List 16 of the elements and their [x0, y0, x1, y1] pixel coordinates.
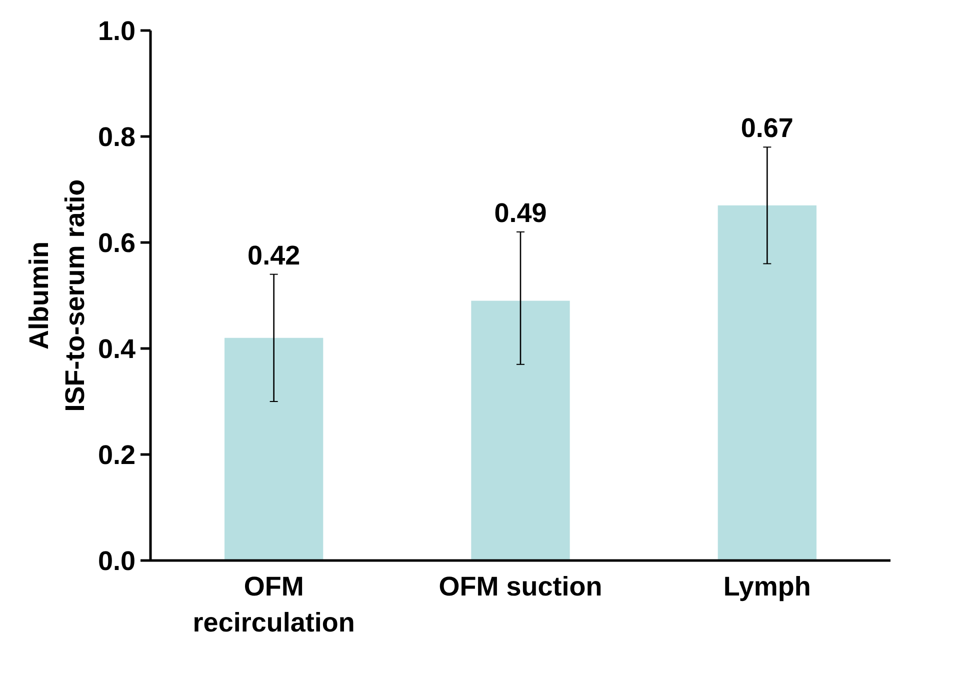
bar	[471, 300, 570, 560]
y-tick-label: 0.2	[98, 440, 136, 470]
x-tick-label: Lymph	[723, 572, 811, 602]
data-label: 0.49	[494, 198, 547, 228]
y-tick-label: 1.0	[98, 16, 136, 46]
y-tick-label: 0.4	[98, 334, 136, 364]
bar	[224, 338, 324, 560]
y-tick-label: 0.6	[98, 228, 136, 258]
x-tick-label: OFM suction	[438, 572, 602, 602]
data-label: 0.42	[248, 240, 300, 270]
bar	[718, 205, 816, 560]
y-axis-title: Albumin ISF-to-serum ratio	[24, 179, 90, 412]
y-tick-label: 0.8	[98, 122, 136, 152]
x-tick-label: OFM recirculation	[192, 572, 355, 638]
y-tick-label: 0.0	[98, 546, 136, 576]
data-label: 0.67	[740, 113, 794, 144]
